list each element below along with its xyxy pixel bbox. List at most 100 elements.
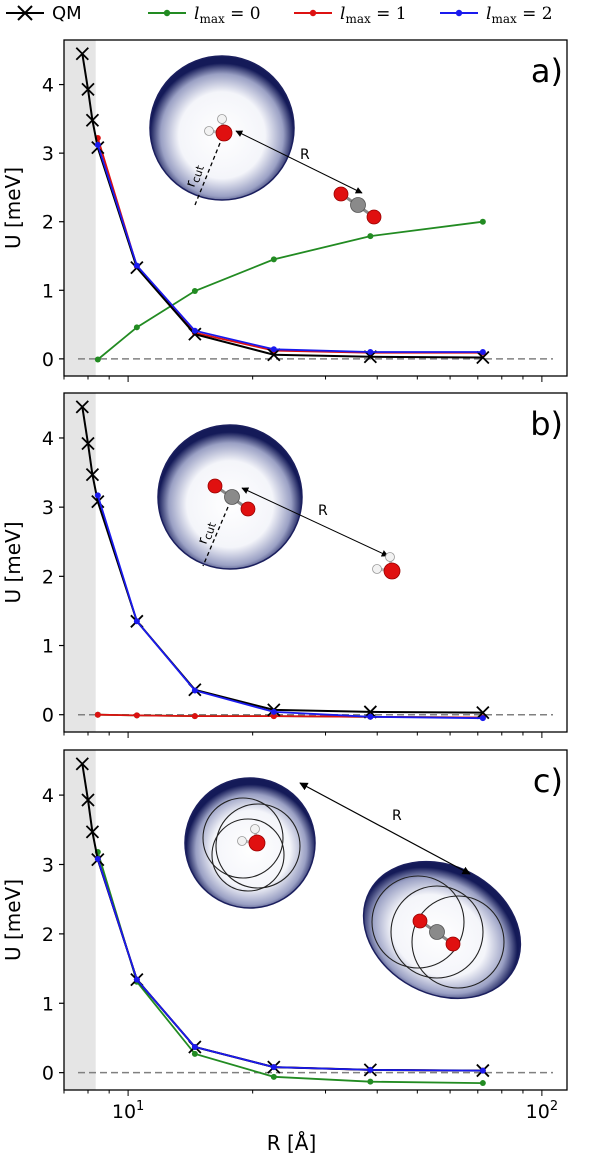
- panel-label: b): [530, 405, 563, 443]
- legend-label: lmax = 2: [486, 4, 553, 26]
- oxygen-atom: [207, 478, 223, 494]
- oxygen-atom: [383, 562, 401, 580]
- data-point-qm: [85, 113, 100, 127]
- oxygen-atom: [412, 913, 428, 929]
- series-line-lmax2: [96, 858, 483, 1072]
- panel-a: rcut R 0 1 2 3 4 U [meV] a): [1, 39, 568, 382]
- series-lmax2: [94, 855, 486, 1074]
- data-point-lmax1: [94, 711, 101, 718]
- left-molecule: [237, 824, 266, 852]
- data-point-lmax0: [133, 324, 140, 331]
- data-point-lmax0: [191, 287, 198, 294]
- distance-arrow: [241, 487, 389, 557]
- data-point-lmax2: [94, 492, 101, 499]
- oxygen-atom: [215, 124, 233, 142]
- data-point-lmax2: [270, 708, 277, 715]
- y-tick-label: 0: [42, 349, 54, 371]
- atom-sphere: [211, 818, 285, 892]
- hydrogen-atom: [237, 836, 247, 846]
- data-point-lmax2: [479, 349, 486, 355]
- data-point-lmax2: [94, 855, 101, 862]
- y-axis-label: U [meV]: [1, 521, 25, 603]
- data-point-qm: [476, 350, 490, 365]
- data-point-lmax2: [367, 1066, 374, 1073]
- atom-sphere: [411, 895, 505, 989]
- rcut-label: rcut: [183, 162, 207, 190]
- rcut-line: [202, 506, 229, 567]
- carbon-atom: [350, 197, 366, 213]
- y-tick-label: 1: [42, 993, 54, 1015]
- y-axis-label: U [meV]: [1, 167, 25, 249]
- y-tick-label: 4: [42, 75, 54, 97]
- outer-molecule: [333, 186, 382, 225]
- series-lmax0: [94, 218, 486, 363]
- data-point-qm: [81, 793, 95, 807]
- y-tick-label: 2: [42, 566, 54, 588]
- hydrogen-atom: [385, 552, 395, 562]
- data-point-lmax0: [479, 218, 486, 225]
- center-molecule: [204, 114, 233, 142]
- shaded-region: [64, 40, 96, 376]
- rcut-label: rcut: [195, 519, 219, 547]
- series-line-lmax1: [96, 137, 483, 354]
- legend-marker: [309, 9, 317, 17]
- data-point-lmax2: [479, 1067, 486, 1074]
- axes-frame: [63, 749, 568, 1091]
- y-tick-label: 4: [42, 785, 54, 807]
- plot-area: [64, 750, 553, 1090]
- y-tick-label: 2: [42, 212, 54, 234]
- legend-label: QM: [52, 3, 82, 24]
- shaded-region: [64, 750, 96, 1090]
- legend: QM lmax = 0 lmax = 1 lmax = 2: [6, 3, 553, 26]
- outer-molecule: [372, 552, 401, 580]
- data-point-lmax2: [270, 346, 277, 353]
- data-point-lmax2: [367, 349, 374, 355]
- data-point-lmax0: [367, 233, 374, 240]
- inset-diagram: R: [184, 777, 522, 1000]
- data-point-lmax1: [270, 713, 277, 720]
- hydrogen-atom: [204, 126, 214, 136]
- legend-marker: [17, 5, 33, 21]
- panel-label: c): [533, 762, 563, 800]
- atom-sphere: [390, 885, 484, 979]
- data-point-qm: [75, 47, 89, 61]
- distance-arrow: [299, 782, 471, 875]
- series-lmax2: [94, 141, 486, 355]
- carbon-atom: [224, 489, 240, 505]
- data-point-lmax2: [270, 1064, 277, 1071]
- plot-area: [64, 393, 553, 732]
- right-molecule: [412, 913, 461, 952]
- hydrogen-atom: [250, 824, 260, 834]
- data-point-lmax2: [133, 976, 140, 983]
- distance-label: R: [300, 147, 310, 163]
- shaded-region: [64, 393, 96, 732]
- panel-label: a): [531, 52, 563, 90]
- data-point-qm: [75, 757, 89, 771]
- distance-label: R: [392, 808, 402, 824]
- atom-sphere: [371, 875, 465, 969]
- axes-frame: [63, 39, 568, 377]
- data-point-qm: [85, 825, 100, 839]
- y-tick-label: 1: [42, 280, 54, 302]
- data-point-lmax0: [94, 356, 101, 363]
- data-point-lmax2: [191, 327, 198, 334]
- legend-label: lmax = 0: [194, 4, 261, 26]
- data-point-qm: [267, 348, 281, 362]
- data-point-lmax0: [367, 1078, 374, 1085]
- series-lmax2: [94, 492, 486, 722]
- panels: rcut R 0 1 2 3 4 U [meV] a) rcut R 0 1 2 3 4 U [meV] b) R 0…: [1, 39, 568, 1155]
- oxygen-atom: [248, 834, 266, 852]
- legend-marker: [163, 9, 171, 17]
- inset-diagram: rcut R: [157, 424, 401, 580]
- data-point-qm: [81, 436, 95, 451]
- y-tick-label: 3: [42, 497, 54, 519]
- y-tick-label: 1: [42, 636, 54, 658]
- hydrogen-atom: [372, 564, 382, 574]
- legend-entry-0: QM: [6, 3, 82, 24]
- distance-label: R: [318, 503, 328, 519]
- data-point-lmax0: [270, 1073, 277, 1080]
- oxygen-atom: [333, 186, 349, 202]
- oxygen-atom: [240, 501, 256, 517]
- atom-sphere: [202, 797, 284, 879]
